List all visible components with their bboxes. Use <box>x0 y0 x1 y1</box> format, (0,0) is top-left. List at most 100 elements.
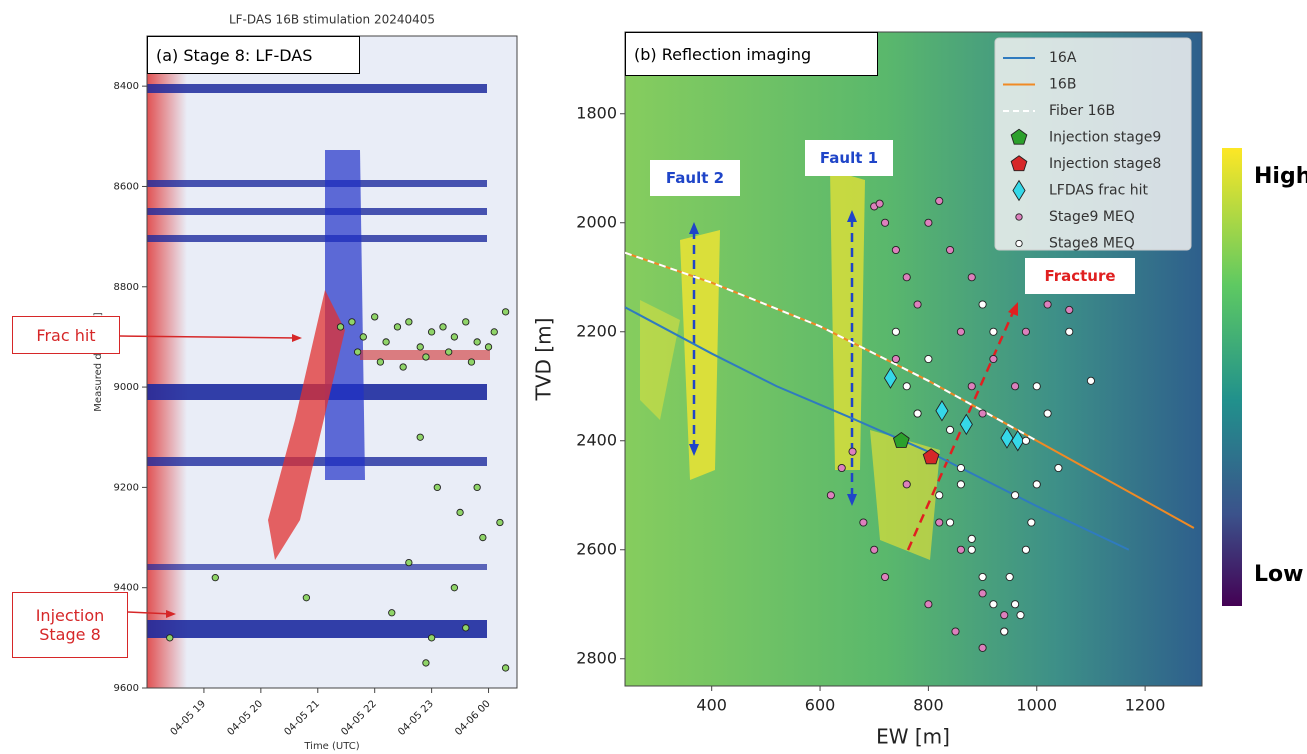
y-tick-label: 9000 <box>114 382 139 393</box>
point <box>1011 429 1025 452</box>
point <box>393 323 402 331</box>
point <box>967 534 976 543</box>
point <box>371 313 379 321</box>
annotation: Injection Stage 8 <box>12 592 128 658</box>
legend-label: 16A <box>1049 50 1077 66</box>
point <box>924 600 933 609</box>
y-axis-label: TVD [m] <box>532 318 556 402</box>
point <box>382 338 390 346</box>
point <box>302 594 311 602</box>
point <box>479 533 487 542</box>
point <box>427 634 436 642</box>
point <box>1011 600 1020 609</box>
point <box>1021 545 1030 554</box>
point <box>956 480 965 489</box>
y-tick-label: 2800 <box>576 648 617 667</box>
line <box>625 251 1038 442</box>
annotation: Fault 1 <box>805 140 893 176</box>
point <box>1043 409 1052 418</box>
point <box>978 572 987 582</box>
point <box>501 664 510 672</box>
legend-label: Fiber 16B <box>1049 103 1115 119</box>
point <box>935 491 944 500</box>
point <box>859 518 868 527</box>
point <box>1027 518 1036 527</box>
point <box>848 447 857 456</box>
point <box>922 448 940 465</box>
point <box>348 318 356 326</box>
colorbar-label: High <box>1254 164 1307 189</box>
annotation: Fracture <box>1025 258 1135 294</box>
legend-swatch <box>1010 128 1028 145</box>
point <box>891 327 900 336</box>
point <box>1065 327 1074 336</box>
point <box>870 545 879 554</box>
point <box>427 328 436 336</box>
point <box>490 328 498 336</box>
point <box>473 483 481 492</box>
point <box>989 327 998 336</box>
point <box>1043 300 1052 309</box>
point <box>989 354 998 364</box>
legend-label: Stage8 MEQ <box>1049 236 1135 252</box>
point <box>467 358 476 366</box>
point <box>416 433 424 441</box>
point <box>1011 382 1020 391</box>
point <box>913 409 922 418</box>
point <box>1021 327 1030 336</box>
x-tick-label: 04-05 23 <box>396 698 436 738</box>
point <box>978 409 987 418</box>
y-tick-label: 9600 <box>114 683 139 694</box>
y-tick-label: 9200 <box>114 482 139 493</box>
point <box>376 358 385 366</box>
y-tick-label: 8600 <box>114 181 139 192</box>
point <box>353 348 362 356</box>
point <box>967 382 976 391</box>
y-tick-label: 8400 <box>114 81 139 92</box>
y-tick-label: 2200 <box>576 321 617 340</box>
legend-label: Injection stage8 <box>1049 156 1161 172</box>
point <box>935 196 944 205</box>
point <box>924 354 933 364</box>
point <box>501 308 510 316</box>
x-tick-label: 400 <box>696 696 727 715</box>
point <box>891 245 900 255</box>
point <box>336 323 345 331</box>
annotation: Fault 2 <box>650 160 740 196</box>
point <box>956 463 965 473</box>
legend-label: LFDAS frac hit <box>1049 183 1148 199</box>
point <box>989 600 998 609</box>
point <box>450 584 459 592</box>
legend-swatch <box>1012 179 1026 202</box>
point <box>405 318 413 326</box>
legend-label: 16B <box>1049 77 1076 93</box>
point <box>1021 436 1030 445</box>
point <box>913 300 922 309</box>
point <box>978 589 987 598</box>
y-tick-label: 2000 <box>576 212 617 231</box>
point <box>935 400 949 422</box>
point <box>416 343 424 351</box>
point <box>445 348 453 356</box>
point <box>359 333 367 341</box>
annotation: Frac hit <box>12 316 120 354</box>
point <box>1054 463 1063 473</box>
y-axis-label: Measured depth [ft] <box>93 312 104 411</box>
x-axis-label: Time (UTC) <box>303 741 359 752</box>
y-tick-label: 2600 <box>576 539 617 558</box>
point <box>883 367 898 389</box>
legend-swatch <box>1015 239 1023 248</box>
point <box>496 518 504 527</box>
point <box>1086 376 1095 385</box>
point <box>484 343 493 351</box>
point <box>946 425 955 434</box>
point <box>956 545 965 554</box>
point <box>892 431 910 448</box>
point <box>826 491 835 500</box>
point <box>1065 305 1074 315</box>
panel-label: (b) Reflection imaging <box>625 32 878 76</box>
point <box>959 413 973 436</box>
point <box>902 273 911 282</box>
line <box>625 306 1130 551</box>
